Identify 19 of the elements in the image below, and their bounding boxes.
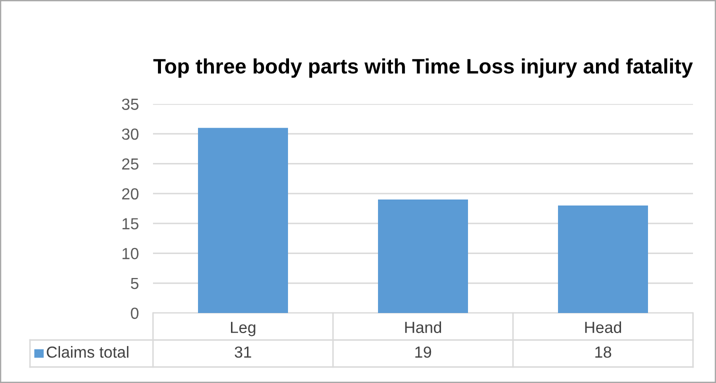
bar	[558, 206, 648, 313]
y-tick-label: 35	[122, 98, 138, 110]
y-tick-label: 10	[122, 248, 138, 260]
x-tick-label: Hand	[405, 321, 442, 334]
y-tick-label: 20	[122, 188, 138, 200]
y-tick-label: 15	[122, 218, 138, 230]
bar	[198, 128, 288, 313]
data-label: 18	[595, 346, 612, 358]
data-label: 31	[234, 346, 252, 358]
y-tick-label: 30	[122, 128, 138, 140]
data-label: 19	[415, 346, 432, 358]
legend-label: Claims total	[46, 346, 128, 358]
bar	[378, 200, 468, 313]
y-tick-label: 5	[130, 278, 138, 290]
x-tick-label: Leg	[230, 322, 256, 336]
y-tick-label: 0	[130, 308, 138, 319]
y-tick-label: 25	[122, 158, 138, 170]
x-tick-label: Head	[585, 321, 622, 334]
chart-title: Top three body parts with Time Loss injury and fatality	[153, 58, 693, 78]
